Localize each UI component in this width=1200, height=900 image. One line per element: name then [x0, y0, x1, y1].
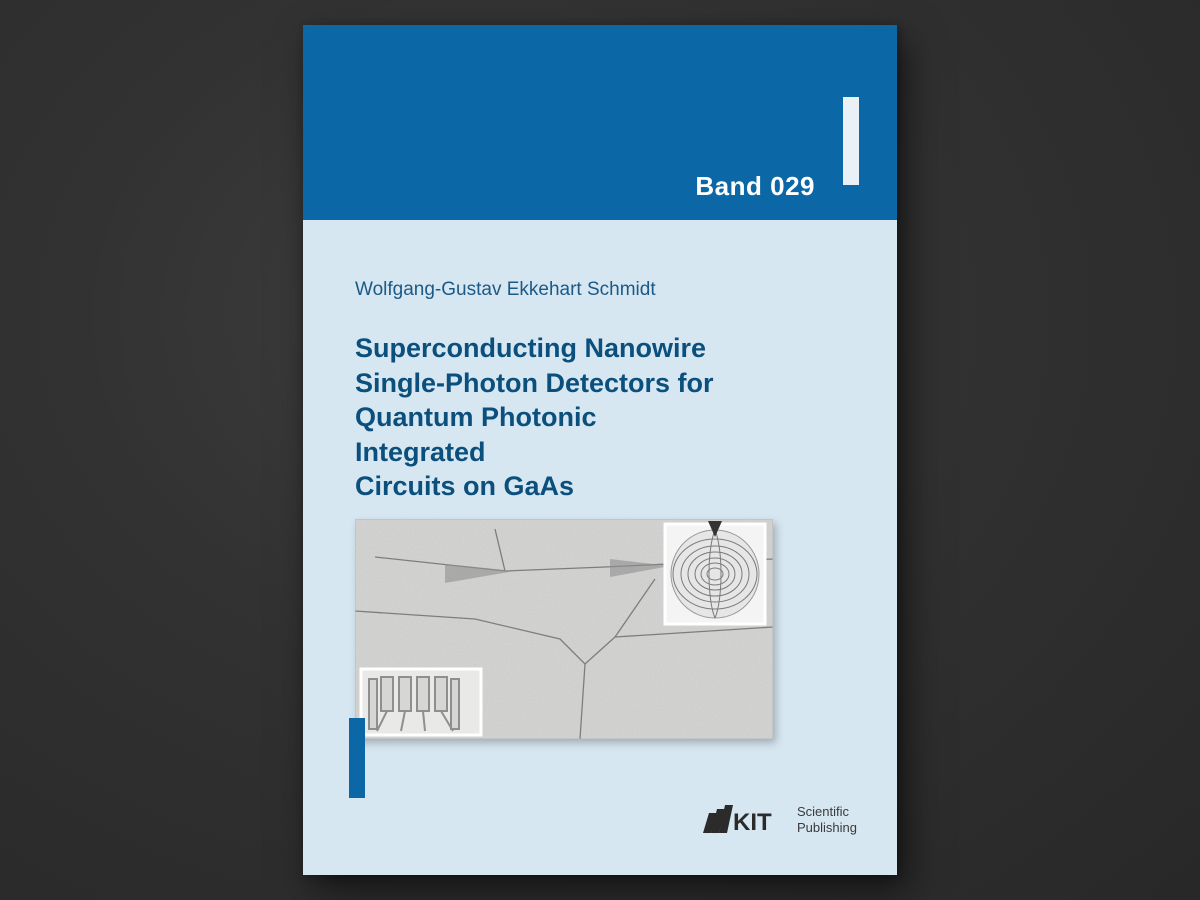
viewer-stage: Band 029 Wolfgang-Gustav Ekkehart Schmid… [0, 0, 1200, 900]
publisher-line2: Publishing [797, 820, 857, 836]
publisher-text: Scientific Publishing [797, 804, 857, 837]
title-line: Circuits on GaAs [355, 471, 574, 501]
publisher-line1: Scientific [797, 804, 857, 820]
field-inset-icon [665, 521, 765, 624]
kit-logo-icon: KIT [703, 803, 787, 837]
title-line: Single-Photon Detectors for [355, 368, 714, 398]
kit-logo-text: KIT [733, 809, 772, 836]
bottom-accent-bar [349, 718, 365, 798]
cover-figure [355, 519, 773, 739]
author-name: Wolfgang-Gustav Ekkehart Schmidt [355, 279, 656, 301]
title-line: Superconducting Nanowire [355, 333, 706, 363]
publisher-block: KIT Scientific Publishing [703, 803, 857, 837]
book-title: Superconducting Nanowire Single-Photon D… [355, 331, 725, 504]
top-accent-bar [843, 97, 859, 185]
title-line: Quantum Photonic Integrated [355, 402, 596, 467]
series-band-label: Band 029 [695, 171, 815, 202]
device-inset-icon [361, 669, 481, 735]
book-cover: Band 029 Wolfgang-Gustav Ekkehart Schmid… [303, 25, 897, 875]
